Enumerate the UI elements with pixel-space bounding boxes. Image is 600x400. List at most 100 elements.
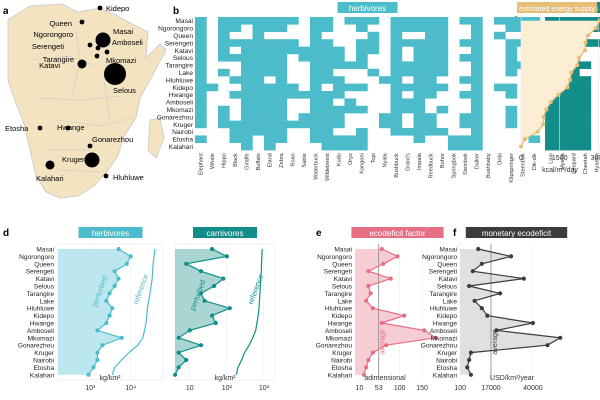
heatmap-cell-kalahari-lion xyxy=(545,142,557,151)
ecodeficit-point-lake xyxy=(364,298,369,303)
heatmap-cell-kidepo-leopard xyxy=(568,83,580,92)
herbivores-header-box xyxy=(337,2,398,13)
heatmap-cell-etosha-elephant xyxy=(195,135,207,143)
site-marker-katavi xyxy=(77,59,87,69)
heatmap-cell-lake-bohor xyxy=(436,68,449,77)
carnivore-point-amboseli xyxy=(187,328,192,333)
heatmap-cell-amboseli-oryx xyxy=(344,98,357,106)
heatmap-cell-mkomazi-waterbuck xyxy=(310,105,322,114)
heatmap-row-label-katavi: Katavi xyxy=(175,48,194,55)
heatmap-cell-masai-oribi xyxy=(494,17,506,25)
herbivore-point-tarangire xyxy=(107,291,112,296)
monetary-point-kalahari xyxy=(468,372,474,377)
heatmap-cell-ngorongoro-buffalo xyxy=(252,24,265,32)
heatmap-row-label-etosha: Etosha xyxy=(172,137,193,144)
ecodeficit-point-masai xyxy=(379,246,384,252)
heatmap-cell-lake-duiker xyxy=(471,68,483,77)
heatmap-cell-kidepo-bohor xyxy=(436,83,449,92)
heatmap-cell-nairobi-black xyxy=(229,128,242,136)
biomass-row-label-kalahari: Kalahari xyxy=(30,372,55,379)
heatmap-cell-katavi-impala xyxy=(413,46,426,55)
heatmap-cell-kruger-hyena xyxy=(556,120,569,129)
heatmap-cell-katavi-eland xyxy=(264,46,276,55)
heatmap-cell-mkomazi-elephant xyxy=(195,105,207,114)
carnivore-perturbed-area xyxy=(175,249,230,375)
heatmap-col-label-oribi: Oribi xyxy=(498,153,504,165)
heatmap-cell-kruger-roan xyxy=(287,120,299,129)
heatmap-cell-hwange-buffalo xyxy=(252,91,265,99)
heatmap-cell-serengeti-roan xyxy=(287,39,299,47)
heatmap-cell-nairobi-bohor xyxy=(436,128,449,136)
heatmap-cell-masai-giraffe xyxy=(241,17,253,25)
herbivore-point-amboseli xyxy=(95,328,100,333)
heatmap-cell-kidepo-kudu xyxy=(333,83,345,92)
monetary-point-selous xyxy=(467,283,472,289)
heatmap-cell-nairobi-duiker xyxy=(471,128,483,136)
site-marker-kruger xyxy=(84,152,100,168)
heatmap-cell-serengeti-kongoni xyxy=(356,39,368,47)
heatmap-cell-kidepo-eland xyxy=(264,83,276,92)
heatmap-cell-hwange-kudu xyxy=(333,91,345,99)
monetary-point-masai xyxy=(476,246,481,252)
heatmap-cell-serengeti-elephant xyxy=(195,39,207,47)
heatmap-cell-ngorongoro-wildebeest xyxy=(321,24,334,32)
monetary-row-label-selous: Selous xyxy=(437,284,458,291)
madagascar-landmass xyxy=(147,117,165,159)
heatmap-cell-kruger-waterbuck xyxy=(310,120,322,129)
heatmap-cell-kruger-nyala xyxy=(379,120,391,129)
heatmap-cell-nairobi-zebra xyxy=(275,128,288,136)
herbivore-point-katavi xyxy=(116,276,121,281)
energy-point-kruger xyxy=(541,122,546,127)
monetary-row-label-amboseli: Amboseli xyxy=(430,328,458,335)
heatmap-cell-kruger-kudu xyxy=(333,120,345,129)
monetary-title-box xyxy=(465,227,568,238)
heatmap-cell-selous-hippo xyxy=(218,54,230,62)
heatmap-cell-tarangire-eland xyxy=(264,61,276,69)
site-label-kruger: Kruger xyxy=(62,155,85,164)
energy-point-amboseli xyxy=(548,100,553,105)
heatmap-cell-tarangire-impala xyxy=(413,61,426,69)
heatmap-col-label-springbok: Springbok xyxy=(452,153,458,178)
heatmap-cell-mkomazi-duiker xyxy=(471,105,483,114)
heatmap-cell-hwange-reedbuck xyxy=(425,91,437,99)
heatmap-col-label-klipspringer: Klipspringer xyxy=(509,153,515,183)
heatmap-col-label-duiker: Duiker xyxy=(475,153,481,169)
heatmap-cell-gonarezhou-wildebeest xyxy=(321,113,334,121)
heatmap-cell-tarangire-giraffe xyxy=(241,61,253,69)
heatmap-cell-serengeti-reedbuck xyxy=(425,39,437,47)
heatmap-cell-kruger-impala xyxy=(413,120,426,129)
heatmap-cell-tarangire-zebra xyxy=(275,61,288,69)
heatmap-cell-ngorongoro-reedbuck xyxy=(425,24,437,32)
monetary-row-label-gonarezhou: Gonarezhou xyxy=(421,343,458,350)
heatmap-cell-kruger-giraffe xyxy=(241,120,253,129)
monetary-point-nairobi xyxy=(467,357,472,363)
heatmap-cell-ngorongoro-black xyxy=(229,24,242,32)
heatmap-cell-queen-buffalo xyxy=(252,31,265,40)
ecodeficit-point-ngorongoro xyxy=(395,254,400,259)
panel-letter-e: e xyxy=(316,228,322,239)
monetary-point-amboseli xyxy=(494,328,499,333)
heatmap-cell-kidepo-oribi xyxy=(494,83,506,92)
heatmap-cell-etosha-cheetah xyxy=(579,135,592,143)
heatmap-cell-hwange-waterbuck xyxy=(310,91,322,99)
site-label-serengeti: Serengeti xyxy=(32,42,64,51)
site-label-queen: Queen xyxy=(49,19,72,28)
herbivore-point-kruger xyxy=(95,350,100,355)
heatmap-cell-etosha-zebra xyxy=(275,135,288,143)
heatmap-cell-hluhluwe-kudu xyxy=(333,76,345,84)
heatmap-cell-etosha-hyena xyxy=(556,135,569,143)
heatmap-row-label-kidepo: Kidepo xyxy=(172,85,193,92)
ecodeficit-row-label-etosha: Etosha xyxy=(331,365,352,372)
monetary-row-label-kalahari: Kalahari xyxy=(433,372,458,379)
heatmap-cell-tarangire-waterbuck xyxy=(310,61,322,69)
heatmap-cell-kruger-klipspringer xyxy=(505,120,518,129)
heatmap-cell-ngorongoro-hippo xyxy=(218,24,230,32)
carnivore-point-mkomazi xyxy=(176,335,181,340)
herbivore-point-hwange xyxy=(104,320,109,326)
heatmap-cell-hwange-sable xyxy=(298,91,311,99)
herbivore-reference-line xyxy=(111,248,156,375)
ecodeficit-row-label-masai: Masai xyxy=(334,247,352,254)
heatmap-cell-gonarezhou-waterbuck xyxy=(310,113,322,121)
heatmap-cell-selous-waterbuck xyxy=(310,54,322,62)
heatmap-cell-selous-sable xyxy=(298,54,311,62)
